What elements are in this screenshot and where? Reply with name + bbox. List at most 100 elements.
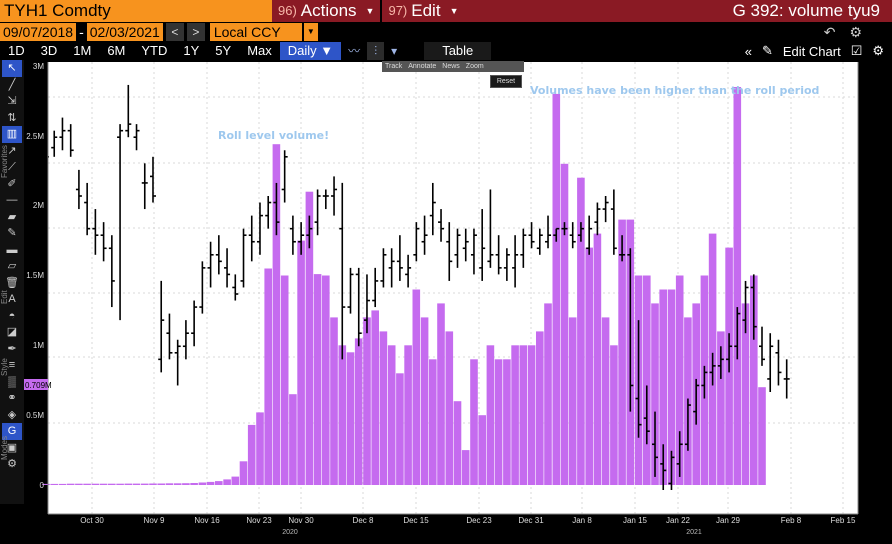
pencil-icon[interactable]: ✎ — [7, 227, 17, 239]
ohlc-bar — [577, 222, 584, 242]
ohlc-bar — [479, 209, 486, 281]
channel-tool-icon[interactable]: ▥ — [2, 126, 22, 143]
ohlc-bar — [553, 227, 560, 242]
news-button[interactable]: News — [442, 63, 460, 70]
undo-icon[interactable]: ↶ — [823, 23, 836, 40]
brush-tool-icon[interactable]: ✐ — [7, 177, 17, 190]
volume-bar — [99, 483, 108, 485]
marker-tool-icon[interactable]: ▬ — [6, 243, 18, 256]
capture-icon[interactable]: ▣ — [6, 441, 18, 454]
line-chart-icon[interactable]: 〰 — [348, 44, 361, 58]
pen-tool-icon[interactable]: ✒ — [7, 342, 17, 355]
volume-bar — [494, 359, 503, 485]
width-tool-icon[interactable]: ≡ — [8, 359, 16, 371]
trash-icon[interactable]: 🗑 — [5, 276, 19, 289]
ohlc-bar — [750, 274, 757, 340]
reset-button[interactable]: Reset — [490, 75, 522, 88]
volume-bar — [511, 345, 519, 485]
period-1y[interactable]: 1Y — [183, 43, 200, 58]
x-axis-tick-label: Dec 15 — [403, 516, 429, 525]
settings-icon[interactable]: ⚙ — [872, 43, 884, 58]
pattern-tool-icon[interactable]: ▒ — [8, 375, 16, 388]
actions-menu[interactable]: 96) Actions ▼ — [272, 0, 381, 22]
volume-bar — [478, 415, 486, 485]
ohlc-bar — [586, 215, 593, 255]
annotate-button[interactable]: Annotate — [408, 63, 437, 70]
ohlc-bar — [676, 431, 683, 477]
x-axis-tick-label: Feb 8 — [781, 516, 802, 525]
volume-bar — [758, 387, 766, 485]
volume-bar — [363, 317, 371, 485]
ohlc-bar — [495, 235, 502, 275]
fib-tool-icon[interactable]: ⇅ — [7, 111, 17, 124]
link-icon[interactable]: ⚭ — [7, 392, 17, 404]
chart-title: G 392: volume tyu9 — [464, 0, 892, 22]
volume-bar — [157, 483, 165, 485]
caret-down-icon[interactable]: ▼ — [303, 23, 318, 41]
track-button[interactable]: Track — [385, 63, 403, 70]
left-axis-tick-label: 1M — [33, 341, 44, 350]
ohlc-bar — [462, 228, 469, 262]
zoom-button[interactable]: Zoom — [465, 63, 484, 70]
currency-select[interactable]: Local CCY — [209, 23, 302, 41]
end-date-input[interactable]: 02/03/2021 — [86, 23, 163, 41]
period-6m[interactable]: 6M — [107, 43, 126, 58]
ohlc-bar — [503, 248, 510, 281]
table-button[interactable]: Table — [424, 42, 492, 60]
ohlc-bar — [191, 300, 198, 347]
right-axis-tick-label: 136-27 — [864, 376, 889, 385]
pencil-icon[interactable]: ✎ — [761, 43, 773, 58]
start-date-input[interactable]: 09/07/2018 — [0, 23, 77, 41]
chevron-left-icon[interactable]: < — [165, 23, 184, 41]
period-ytd[interactable]: YTD — [141, 43, 168, 58]
x-axis-tick-label: Nov 16 — [194, 516, 220, 525]
ohlc-bar — [405, 254, 412, 288]
fill-tool-icon[interactable]: ◓ — [8, 309, 16, 322]
eraser-icon[interactable]: ▱ — [7, 260, 17, 272]
cursor-icon[interactable]: ↖ — [2, 60, 22, 77]
volume-bar — [66, 483, 75, 485]
right-axis-tick-label: 137 — [864, 354, 878, 363]
horizontal-line-icon[interactable]: — — [6, 194, 18, 206]
ohlc-bar — [643, 385, 650, 445]
drawing-toolbar: ↖ ╱ ⇲ ⇅ ▥ ↗ ⟋ ✐ — ▰ ✎ ▬ ▱ 🗑 A ◓ ◪ ✒ ≡ ▒ … — [0, 60, 24, 504]
layers-icon[interactable]: ◈ — [7, 408, 17, 421]
volume-bar — [536, 331, 544, 485]
text-tool-icon[interactable]: A — [8, 293, 16, 305]
ohlc-bar — [306, 215, 313, 249]
period-max[interactable]: Max — [247, 43, 272, 58]
edit-box-icon[interactable]: ☑ — [850, 43, 863, 58]
volume-bar — [643, 275, 651, 485]
arrow-tool-icon[interactable]: ↗ — [7, 144, 17, 157]
ohlc-bar — [734, 307, 741, 360]
settings-icon[interactable]: ⚙ — [849, 23, 862, 40]
period-5y[interactable]: 5Y — [215, 43, 232, 58]
gear-icon[interactable]: ⚙ — [7, 458, 17, 470]
x-axis-tick-label: Dec 8 — [353, 516, 374, 525]
double-chevron-left-icon[interactable]: « — [744, 43, 752, 59]
highlight-tool-icon[interactable]: ▰ — [7, 210, 17, 223]
ray-tool-icon[interactable]: ⇲ — [7, 95, 17, 107]
line-tool-icon[interactable]: ╱ — [8, 78, 16, 91]
ticker-field[interactable]: TYH1 Comdty — [0, 0, 272, 22]
trend-tool-icon[interactable]: ⟋ — [8, 161, 16, 173]
ohlc-bar-icon[interactable]: ⫶ — [367, 42, 385, 60]
edit-chart-button[interactable]: Edit Chart — [782, 43, 841, 59]
shape-tool-icon[interactable]: ◪ — [6, 326, 18, 338]
frequency-select[interactable]: Daily ▼ — [279, 42, 342, 60]
edit-menu[interactable]: 97) Edit ▼ — [382, 0, 465, 22]
caret-down-icon[interactable]: ▾ — [391, 44, 398, 58]
ohlc-bar — [372, 267, 379, 308]
period-3d[interactable]: 3D — [40, 43, 58, 58]
period-1m[interactable]: 1M — [73, 43, 92, 58]
left-axis-tick-label: 2.5M — [26, 132, 44, 141]
ohlc-bar — [487, 189, 494, 268]
period-1d[interactable]: 1D — [8, 43, 25, 58]
ohlc-bar — [182, 320, 189, 360]
volume-bar — [601, 317, 610, 485]
right-axis-tick-label: 137-16 — [864, 289, 889, 298]
x-axis-band — [48, 514, 858, 544]
mode-icon[interactable]: G — [2, 423, 22, 440]
chevron-right-icon[interactable]: > — [186, 23, 205, 41]
